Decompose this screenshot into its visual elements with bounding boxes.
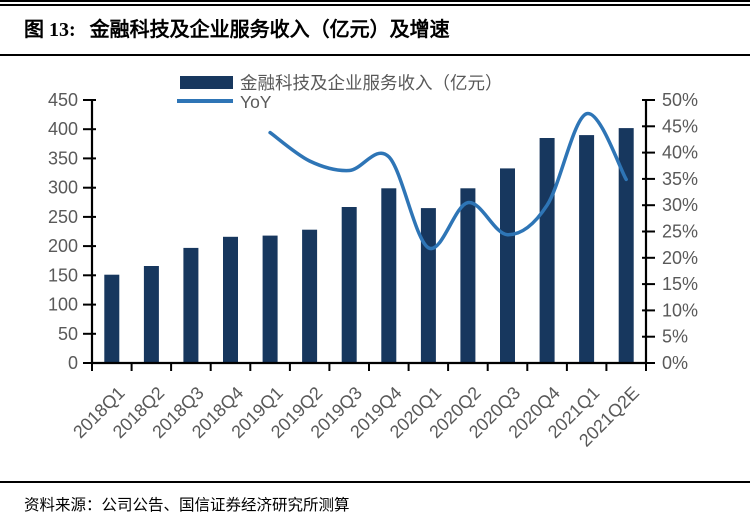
right-axis-tick-label: 20% bbox=[662, 248, 698, 268]
left-axis-tick-label: 250 bbox=[48, 207, 78, 227]
legend-line-label: YoY bbox=[240, 92, 272, 112]
bar-2018Q1 bbox=[104, 274, 120, 363]
bar-2021Q1 bbox=[579, 135, 595, 363]
bar-2018Q2 bbox=[143, 266, 159, 363]
top-border-line-1 bbox=[0, 0, 750, 2]
right-axis-tick-label: 30% bbox=[662, 195, 698, 215]
right-axis-tick-label: 50% bbox=[662, 90, 698, 110]
right-axis-tick-label: 10% bbox=[662, 300, 698, 320]
legend-bar-swatch bbox=[180, 76, 233, 89]
bar-2018Q4 bbox=[223, 236, 238, 363]
bar-2019Q4 bbox=[381, 188, 397, 363]
axes-group bbox=[83, 99, 655, 371]
legend-bar-label: 金融科技及企业服务收入（亿元） bbox=[240, 73, 503, 93]
left-axis-tick-label: 150 bbox=[48, 265, 78, 285]
bar-2019Q2 bbox=[302, 229, 318, 363]
revenue-yoy-combo-chart: 0 50 100 150 200 250 300 350 400 450 0% 5% 10% 15% 20%… bbox=[48, 73, 698, 451]
left-axis-tick-label: 0 bbox=[68, 353, 78, 373]
right-axis-tick-label: 25% bbox=[662, 222, 698, 242]
figure-title: 图 13: 金融科技及企业服务收入（亿元）及增速 bbox=[0, 6, 750, 54]
bar-2019Q3 bbox=[341, 207, 357, 363]
left-axis-tick-label: 450 bbox=[48, 90, 78, 110]
left-axis-tick-label: 300 bbox=[48, 178, 78, 198]
right-axis-tick-label: 5% bbox=[662, 327, 688, 347]
figure-title-text: 金融科技及企业服务收入（亿元）及增速 bbox=[89, 19, 450, 41]
left-axis-tick-label: 200 bbox=[48, 236, 78, 256]
right-axis-tick-label: 15% bbox=[662, 274, 698, 294]
left-axis-tick-label: 50 bbox=[58, 324, 78, 344]
figure-number: 图 13: bbox=[24, 19, 76, 41]
left-axis-tick-label: 100 bbox=[48, 295, 78, 315]
yoy-line-group bbox=[268, 111, 628, 251]
bar-series-group bbox=[104, 128, 634, 363]
left-axis-tick-label: 400 bbox=[48, 119, 78, 139]
bar-2020Q3 bbox=[500, 168, 515, 363]
title-separator-line bbox=[0, 54, 750, 56]
chart-legend: 金融科技及企业服务收入（亿元） YoY bbox=[177, 73, 503, 112]
yoy-line bbox=[268, 111, 628, 251]
footer-separator-line bbox=[0, 481, 750, 483]
right-axis-tick-label: 0% bbox=[662, 353, 688, 373]
right-axis-tick-label: 40% bbox=[662, 143, 698, 163]
source-note: 资料来源：公司公告、国信证券经济研究所测算 bbox=[24, 497, 350, 514]
right-axis-tick-label: 35% bbox=[662, 169, 698, 189]
bar-2018Q3 bbox=[183, 247, 199, 363]
top-border-line-2 bbox=[0, 4, 750, 6]
left-axis-tick-label: 350 bbox=[48, 148, 78, 168]
bar-2020Q2 bbox=[460, 188, 476, 363]
bar-2021Q2E bbox=[618, 128, 634, 363]
bar-2019Q1 bbox=[262, 235, 278, 363]
bar-2020Q4 bbox=[539, 138, 555, 363]
right-axis-tick-label: 45% bbox=[662, 116, 698, 136]
bar-2020Q1 bbox=[420, 208, 436, 363]
